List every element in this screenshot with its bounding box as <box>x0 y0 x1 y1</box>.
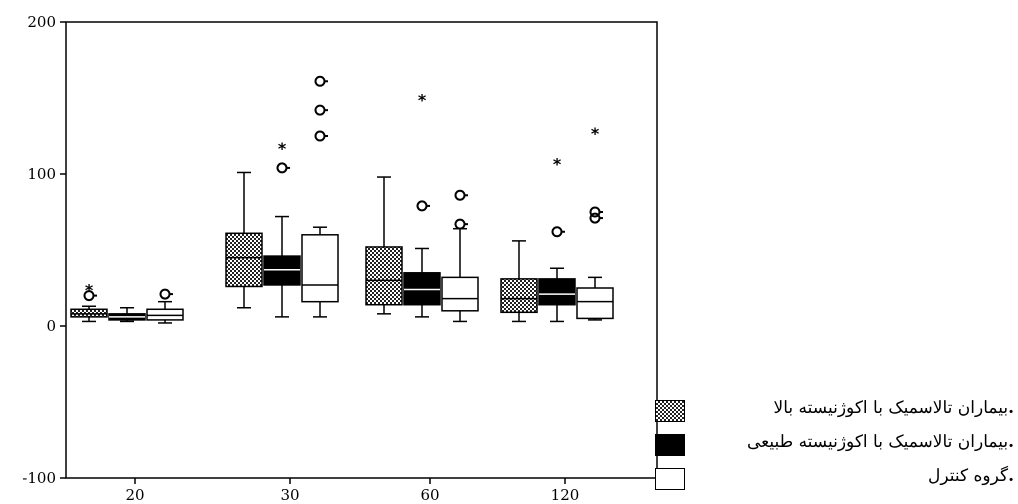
outlier-point <box>589 206 601 218</box>
box <box>146 288 184 324</box>
legend-swatch-white <box>655 468 685 490</box>
box <box>500 240 538 323</box>
extreme-point: * <box>278 139 287 158</box>
outlier-point <box>159 288 171 300</box>
x-tick-label: 20 <box>125 486 144 504</box>
extreme-point: * <box>85 281 94 300</box>
box-body <box>365 246 403 306</box>
box-body <box>441 276 479 312</box>
outlier-point <box>416 200 428 212</box>
box <box>225 171 263 309</box>
outlier-point <box>314 75 326 87</box>
x-tick-label: 120 <box>551 486 580 504</box>
y-tick-label: -100 <box>22 469 56 487</box>
legend-label: گروه کنترل <box>928 466 1014 486</box>
legend-item: گروه کنترل <box>655 464 1018 498</box>
boxes-layer: * * * * * <box>70 75 614 324</box>
legend-swatch-black <box>655 434 685 456</box>
extreme-point: * <box>553 154 562 173</box>
box: * <box>263 139 301 318</box>
y-axis: 200 100 0 -100 <box>22 13 66 487</box>
plot-frame <box>65 21 658 479</box>
legend-item: بیماران تالاسمیک با اکوژنیسته بالا <box>655 396 1018 430</box>
box-body <box>500 278 538 314</box>
outlier-point <box>276 162 288 174</box>
outlier-point <box>314 130 326 142</box>
box: * <box>70 281 108 323</box>
box-body <box>70 308 108 318</box>
outlier-point <box>454 189 466 201</box>
extreme-point: * <box>591 124 600 143</box>
box <box>108 307 146 323</box>
box-body <box>576 287 614 320</box>
box-body <box>403 272 441 306</box>
legend-swatch-checker <box>655 400 685 422</box>
legend: بیماران تالاسمیک با اکوژنیسته بالا بیمار… <box>655 396 1018 498</box>
box <box>441 189 479 323</box>
outlier-point <box>314 104 326 116</box>
extreme-point: * <box>418 91 427 110</box>
box-body <box>263 255 301 286</box>
legend-label: بیماران تالاسمیک با اکوژنیسته طبیعی <box>747 432 1014 452</box>
legend-item: بیماران تالاسمیک با اکوژنیسته طبیعی <box>655 430 1018 464</box>
box: * <box>538 154 576 323</box>
box <box>365 176 403 315</box>
y-tick-label: 200 <box>27 13 56 31</box>
box-body <box>301 234 339 303</box>
box-body <box>225 232 263 288</box>
outlier-point <box>551 226 563 238</box>
box-body <box>146 308 184 321</box>
x-axis: 20 30 60 120 <box>125 478 579 504</box>
box <box>301 75 339 318</box>
x-tick-label: 60 <box>420 486 439 504</box>
y-tick-label: 0 <box>46 317 56 335</box>
box-body <box>538 278 576 306</box>
outlier-point <box>454 218 466 230</box>
y-tick-label: 100 <box>27 165 56 183</box>
box: * <box>576 124 614 321</box>
x-tick-label: 30 <box>280 486 299 504</box>
legend-label: بیماران تالاسمیک با اکوژنیسته بالا <box>774 398 1014 418</box>
box: * <box>403 91 441 318</box>
